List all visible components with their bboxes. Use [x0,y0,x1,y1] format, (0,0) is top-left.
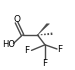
Polygon shape [38,24,50,35]
Text: F: F [57,45,63,53]
Text: F: F [42,59,48,67]
Text: HO: HO [2,40,16,49]
Text: O: O [14,15,21,24]
Text: F: F [24,46,30,55]
